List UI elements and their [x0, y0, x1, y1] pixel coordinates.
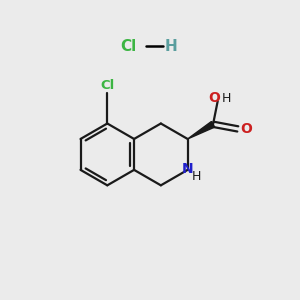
Text: N: N	[182, 162, 194, 176]
Text: H: H	[192, 170, 201, 183]
Text: Cl: Cl	[120, 39, 136, 54]
Text: O: O	[208, 91, 220, 105]
Text: O: O	[240, 122, 252, 136]
Text: H: H	[165, 39, 178, 54]
Text: Cl: Cl	[100, 79, 114, 92]
Polygon shape	[188, 122, 215, 139]
Text: H: H	[222, 92, 231, 105]
